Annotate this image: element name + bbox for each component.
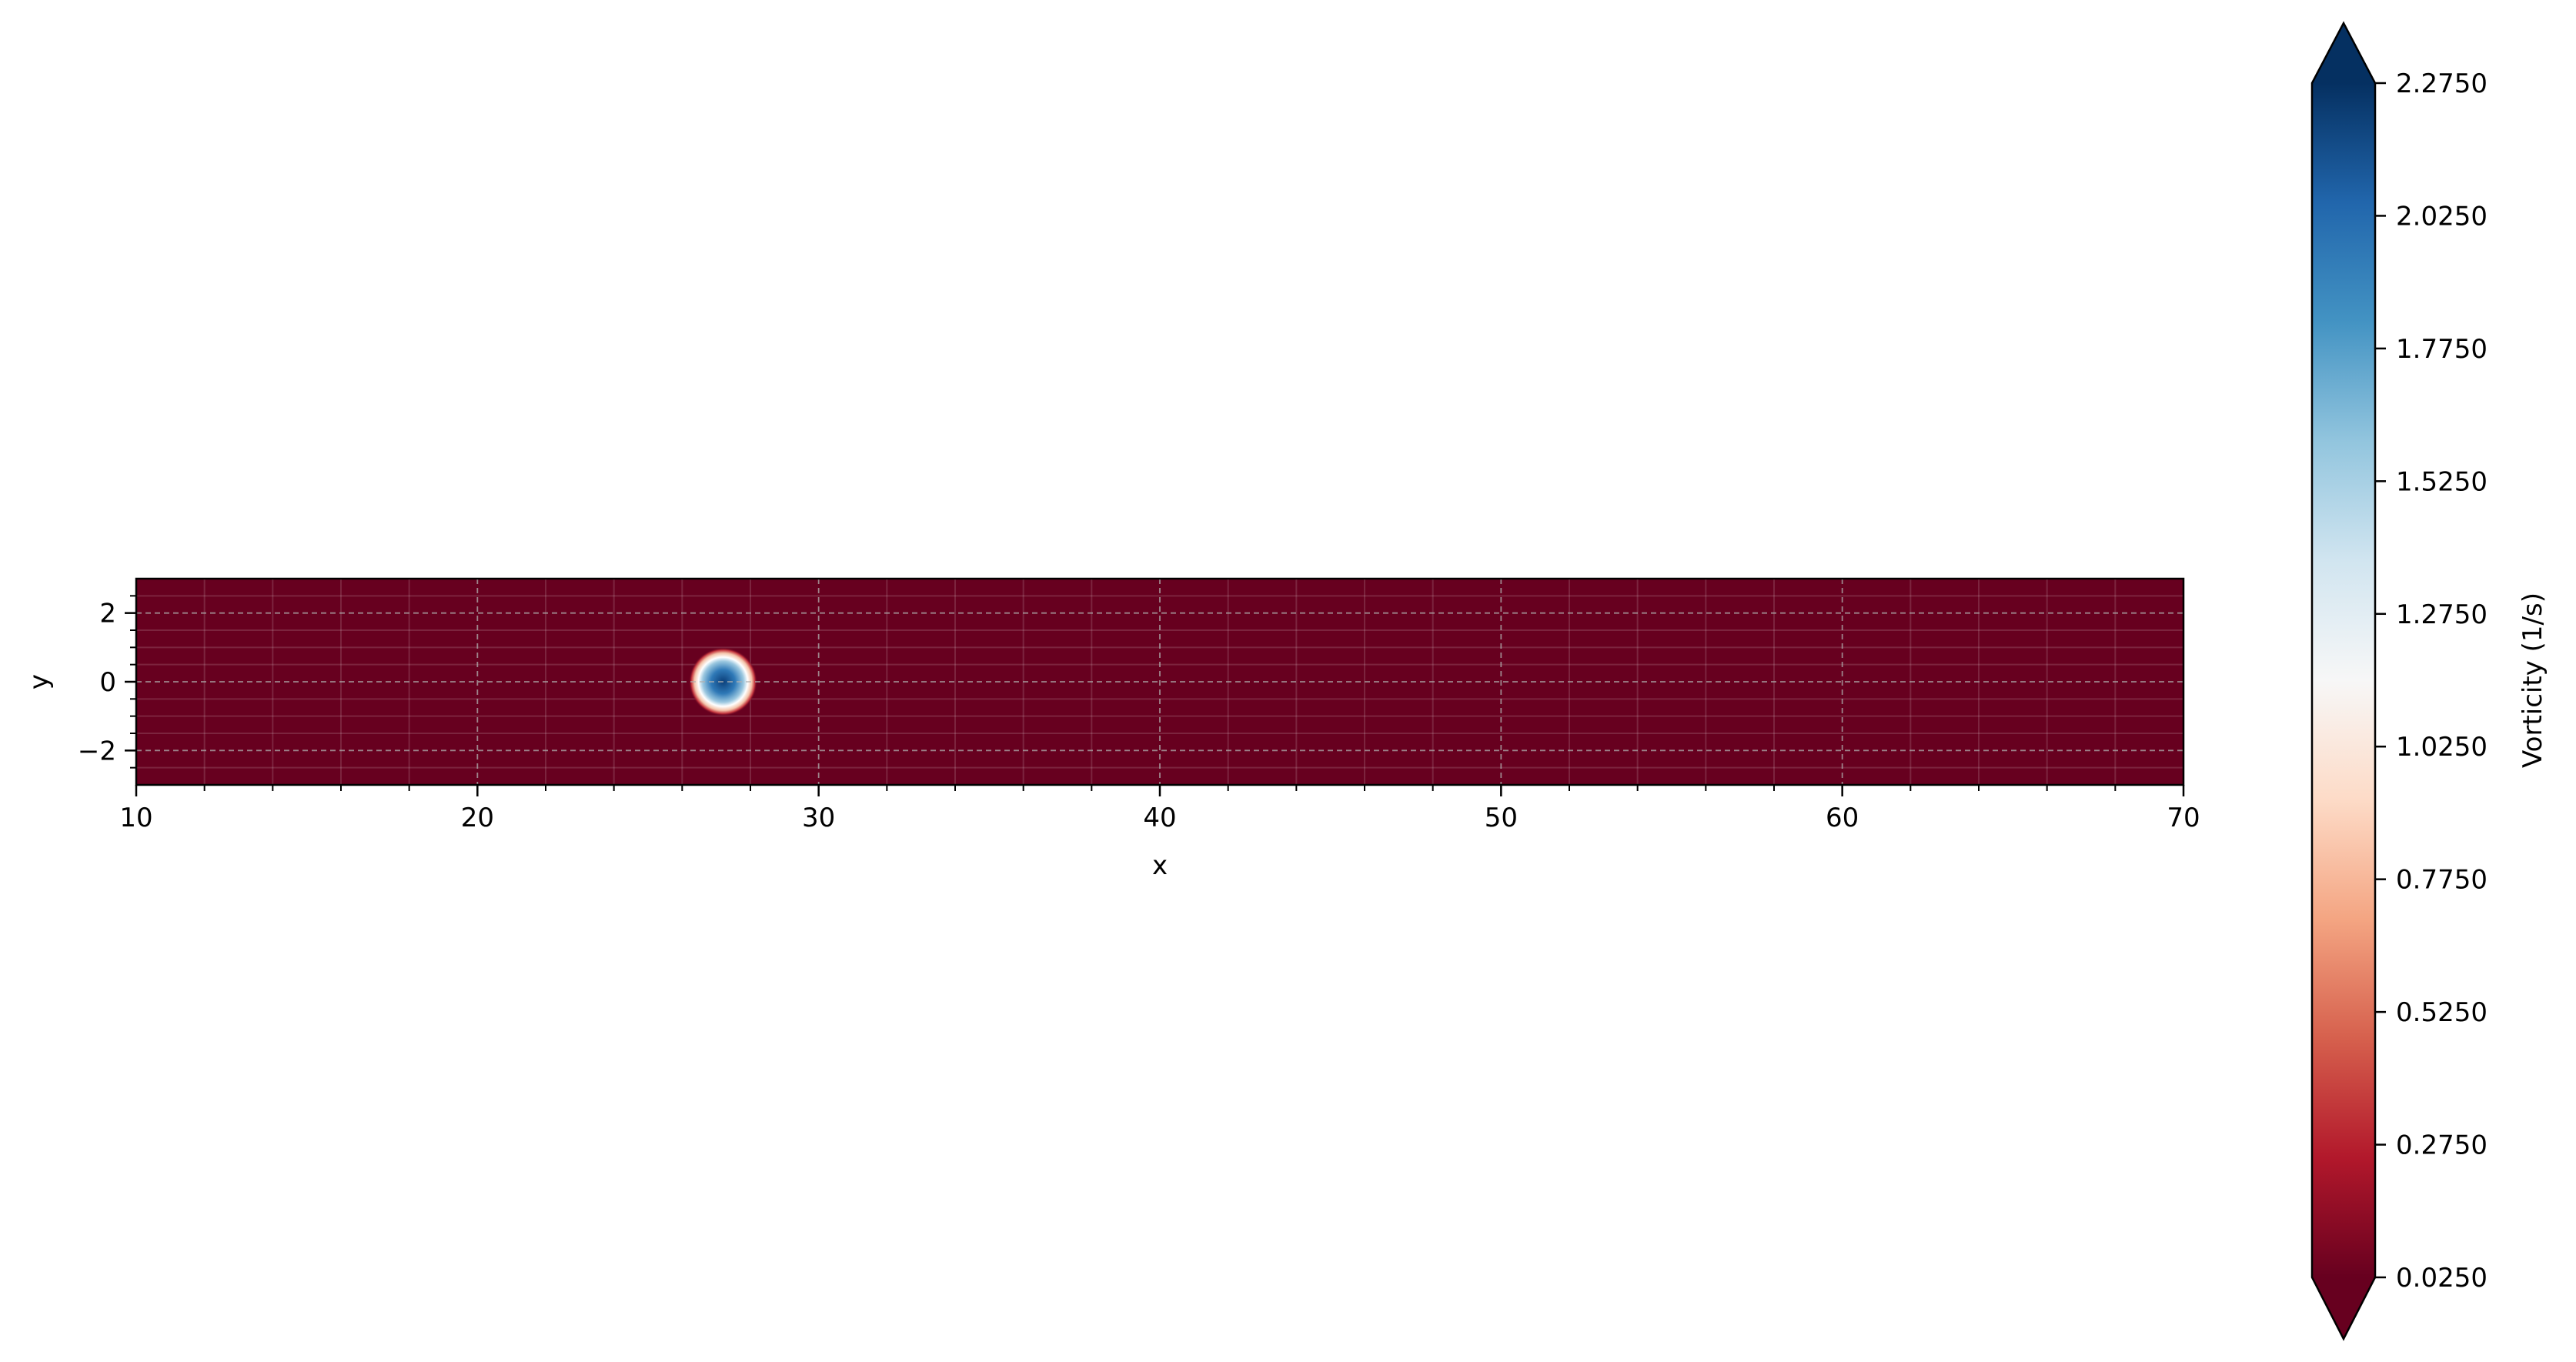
x-tick-label: 20 <box>461 803 494 833</box>
colorbar-tick-label: 0.0250 <box>2396 1263 2487 1294</box>
y-axis: 2 0 −2 <box>78 595 136 769</box>
y-tick-label: 0 <box>99 667 116 698</box>
colorbar-tick-label: 1.2750 <box>2396 599 2487 630</box>
colorbar-extend-top <box>2312 23 2375 83</box>
colorbar-tick-label: 2.2750 <box>2396 68 2487 99</box>
colorbar-tick-label: 0.2750 <box>2396 1130 2487 1161</box>
colorbar-extend-bottom <box>2312 1277 2375 1339</box>
colorbar-tick-label: 0.7750 <box>2396 865 2487 896</box>
colorbar-gradient <box>2312 83 2375 1277</box>
x-axis-label: x <box>1152 850 1168 881</box>
major-gridlines <box>136 579 2183 785</box>
colorbar-tick-label: 1.5250 <box>2396 466 2487 497</box>
x-tick-label: 40 <box>1143 803 1176 833</box>
colorbar-label: Vorticity (1/s) <box>2518 593 2548 768</box>
x-tick-label: 30 <box>802 803 835 833</box>
y-tick-label: −2 <box>78 736 116 766</box>
colorbar-tick-label: 1.7750 <box>2396 334 2487 365</box>
x-tick-label: 10 <box>119 803 152 833</box>
y-axis-label: y <box>24 674 55 689</box>
colorbar: 2.2750 2.0250 1.7750 1.5250 1.2750 1.0250 0.77… <box>2310 21 2548 1341</box>
x-tick-label: 50 <box>1485 803 1518 833</box>
colorbar-ticks: 2.2750 2.0250 1.7750 1.5250 1.2750 1.0250 0.77… <box>2375 68 2487 1294</box>
x-axis: 10 20 30 40 50 60 70 <box>119 785 2200 833</box>
plot-area: 10 20 30 40 50 60 70 20−2 x y <box>24 577 2200 881</box>
colorbar-tick-label: 0.5250 <box>2396 997 2487 1028</box>
colorbar-tick-label: 1.0250 <box>2396 732 2487 763</box>
x-tick-label: 70 <box>2167 803 2200 833</box>
y-tick-label: 2 <box>99 599 116 629</box>
colorbar-tick-label: 2.0250 <box>2396 201 2487 232</box>
x-tick-label: 60 <box>1826 803 1859 833</box>
